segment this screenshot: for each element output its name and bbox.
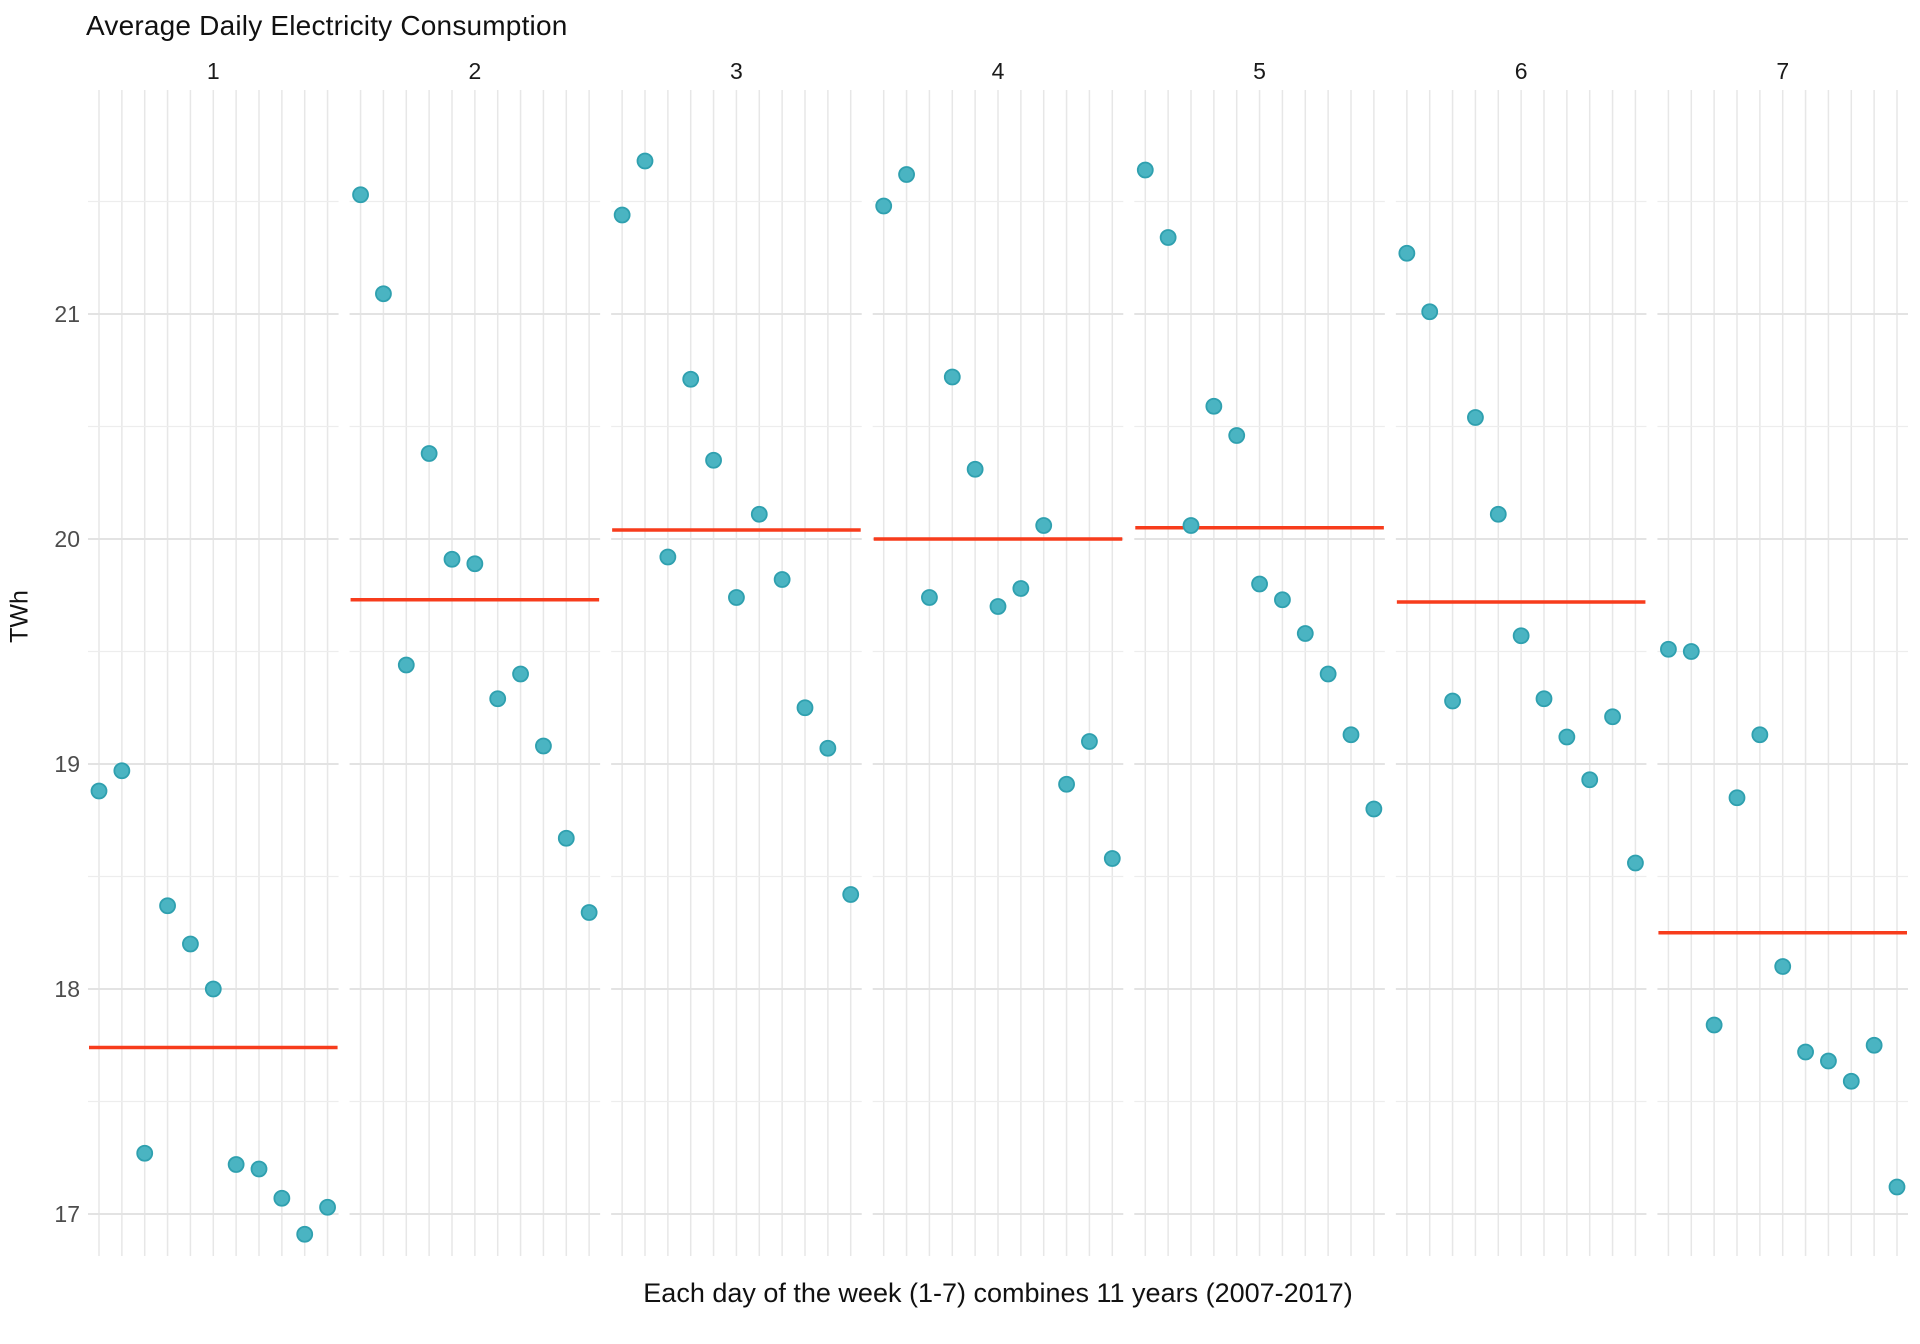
data-point: [1489, 505, 1507, 523]
data-point: [1627, 854, 1644, 872]
chart-title: Average Daily Electricity Consumption: [86, 10, 568, 41]
data-point: [1604, 708, 1621, 726]
data-point: [296, 1225, 314, 1243]
data-point: [1081, 733, 1098, 750]
data-point: [1058, 775, 1075, 793]
data-point: [989, 598, 1007, 615]
data-point: [1205, 397, 1223, 415]
facet-label: 4: [992, 58, 1005, 84]
data-point: [319, 1198, 336, 1216]
facet-label: 1: [207, 58, 220, 84]
data-point: [375, 285, 392, 303]
data-point: [113, 762, 131, 780]
y-tick-label: 17: [54, 1201, 80, 1227]
data-point: [1251, 575, 1268, 593]
facet-label: 7: [1776, 58, 1789, 84]
data-point: [352, 186, 369, 204]
data-point: [1444, 692, 1461, 710]
data-point: [1842, 1072, 1860, 1090]
data-point: [1751, 726, 1769, 744]
data-point: [1797, 1043, 1814, 1061]
y-tick-label: 19: [54, 751, 80, 777]
data-point: [535, 737, 552, 755]
y-tick-label: 18: [54, 976, 80, 1002]
data-point: [557, 829, 575, 847]
data-point: [489, 690, 507, 708]
data-point: [636, 152, 654, 170]
data-point: [1467, 409, 1484, 426]
data-point: [659, 548, 677, 566]
data-point: [1865, 1036, 1883, 1054]
data-point: [898, 166, 915, 183]
data-point: [1705, 1016, 1723, 1034]
data-point: [966, 460, 984, 478]
data-point: [728, 589, 745, 606]
facet-label: 3: [730, 58, 743, 84]
data-point: [1512, 627, 1530, 645]
data-point: [1103, 850, 1121, 867]
data-point: [1581, 771, 1599, 789]
data-point: [943, 368, 961, 386]
data-point: [580, 904, 598, 921]
data-point: [1888, 1178, 1906, 1196]
data-point: [1182, 517, 1200, 534]
facet-label: 6: [1515, 58, 1528, 84]
y-tick-label: 20: [54, 526, 80, 552]
data-point: [842, 886, 860, 903]
data-point: [1398, 244, 1416, 262]
facet-label: 2: [468, 58, 481, 84]
data-point: [1558, 728, 1576, 746]
x-axis-title: Each day of the week (1-7) combines 11 y…: [643, 1278, 1353, 1308]
data-point: [443, 550, 461, 568]
data-point: [1682, 643, 1700, 660]
data-point: [1319, 665, 1337, 683]
data-point: [90, 782, 108, 800]
data-point: [705, 451, 722, 469]
data-point: [204, 980, 222, 998]
data-point: [1365, 800, 1383, 818]
data-point: [796, 699, 814, 717]
data-point: [1728, 789, 1746, 807]
data-point: [750, 505, 768, 523]
y-axis-title: TWh: [5, 590, 34, 643]
data-point: [1159, 229, 1177, 246]
data-point: [227, 1156, 245, 1173]
data-point: [1035, 517, 1053, 534]
data-point: [1820, 1052, 1837, 1070]
data-point: [1296, 625, 1314, 642]
data-point: [682, 370, 700, 388]
data-point: [1774, 958, 1792, 975]
data-point: [250, 1160, 268, 1178]
data-point: [397, 656, 415, 674]
data-point: [1660, 640, 1677, 658]
data-point: [921, 589, 938, 606]
data-point: [159, 897, 176, 915]
data-point: [136, 1144, 154, 1162]
y-tick-label: 21: [54, 301, 80, 327]
data-point: [613, 206, 631, 224]
data-point: [466, 555, 484, 573]
data-point: [1535, 690, 1553, 708]
data-point: [182, 935, 199, 953]
data-point: [773, 571, 791, 588]
data-point: [1342, 726, 1360, 744]
data-point: [875, 197, 893, 215]
data-point: [1228, 427, 1246, 444]
data-point: [273, 1189, 291, 1207]
data-point: [1274, 591, 1291, 609]
data-point: [819, 739, 837, 757]
data-point: [1421, 303, 1439, 321]
data-point: [1012, 580, 1030, 597]
data-point: [1136, 161, 1154, 179]
data-point: [512, 665, 529, 683]
data-point: [420, 445, 438, 462]
facet-label: 5: [1253, 58, 1266, 84]
